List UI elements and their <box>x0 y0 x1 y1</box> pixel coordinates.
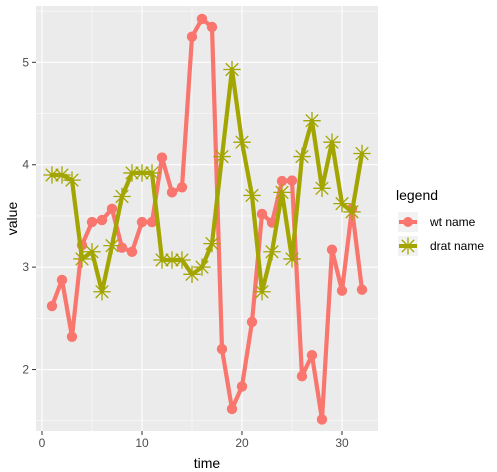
data-point <box>356 284 368 295</box>
y-axis-ticks: 2 3 4 5 <box>22 55 36 377</box>
data-point <box>233 133 251 151</box>
data-point <box>186 31 198 42</box>
data-point <box>183 265 201 284</box>
data-point <box>243 186 261 205</box>
data-point <box>399 237 417 255</box>
x-axis-ticks: 0 10 20 30 <box>39 431 349 450</box>
legend-label: wt name <box>429 215 476 229</box>
data-point <box>46 300 58 312</box>
data-point <box>133 164 151 182</box>
data-point <box>93 283 111 301</box>
data-point <box>56 274 68 286</box>
data-point <box>196 13 208 25</box>
data-point <box>403 217 413 227</box>
y-tick-label: 3 <box>22 260 29 274</box>
data-point <box>286 175 298 186</box>
legend-label: drat name <box>430 239 484 253</box>
data-point <box>206 21 218 33</box>
legend-item: drat name <box>398 236 484 256</box>
series-line <box>49 67 365 294</box>
data-point <box>323 133 341 151</box>
data-point <box>296 371 308 382</box>
data-point <box>203 234 221 253</box>
data-point <box>126 246 138 257</box>
series-drat-name <box>43 60 371 301</box>
y-tick-label: 5 <box>22 55 29 69</box>
data-point <box>283 250 301 268</box>
data-point <box>253 283 271 301</box>
data-point <box>173 251 191 269</box>
data-point <box>73 250 91 268</box>
x-tick-label: 10 <box>135 436 149 450</box>
x-tick-label: 0 <box>39 436 46 450</box>
data-point <box>176 182 188 193</box>
data-point <box>306 350 318 361</box>
data-point <box>66 331 78 342</box>
y-axis-title: value <box>4 202 20 236</box>
legend-items: wt name drat name <box>398 212 484 256</box>
data-point <box>166 187 178 198</box>
data-point <box>276 175 288 187</box>
data-point <box>343 203 361 221</box>
legend: legend wt name drat name <box>396 187 484 256</box>
data-point <box>246 316 258 328</box>
data-point <box>113 187 131 206</box>
data-point <box>63 171 81 189</box>
data-point <box>86 216 98 228</box>
data-point <box>106 203 118 214</box>
data-point <box>213 147 231 166</box>
data-point <box>316 414 328 425</box>
data-point <box>216 343 228 355</box>
data-point <box>336 285 348 296</box>
legend-item: wt name <box>398 212 476 232</box>
data-point <box>83 243 101 261</box>
series-wt-name <box>46 13 368 425</box>
data-point <box>303 111 321 130</box>
data-point <box>223 60 241 79</box>
y-tick-label: 2 <box>22 363 29 377</box>
data-point <box>313 179 331 197</box>
data-point <box>136 216 148 228</box>
data-point <box>353 144 371 163</box>
data-point <box>326 244 338 255</box>
data-point <box>333 194 351 213</box>
data-point <box>53 166 71 184</box>
data-point <box>236 381 248 392</box>
x-tick-label: 20 <box>235 436 249 450</box>
legend-title: legend <box>396 187 438 203</box>
data-point <box>256 208 268 220</box>
x-tick-label: 30 <box>335 436 349 450</box>
data-point <box>103 236 121 255</box>
data-point <box>143 164 161 182</box>
data-point <box>293 147 311 166</box>
data-point <box>273 183 291 202</box>
data-point <box>156 152 168 163</box>
series-layer <box>43 13 371 425</box>
data-point <box>193 258 211 276</box>
data-point <box>226 403 238 415</box>
data-point <box>146 216 158 228</box>
x-axis-title: time <box>194 455 221 471</box>
data-point <box>263 243 281 261</box>
data-point <box>96 214 108 226</box>
y-tick-label: 4 <box>22 158 29 172</box>
